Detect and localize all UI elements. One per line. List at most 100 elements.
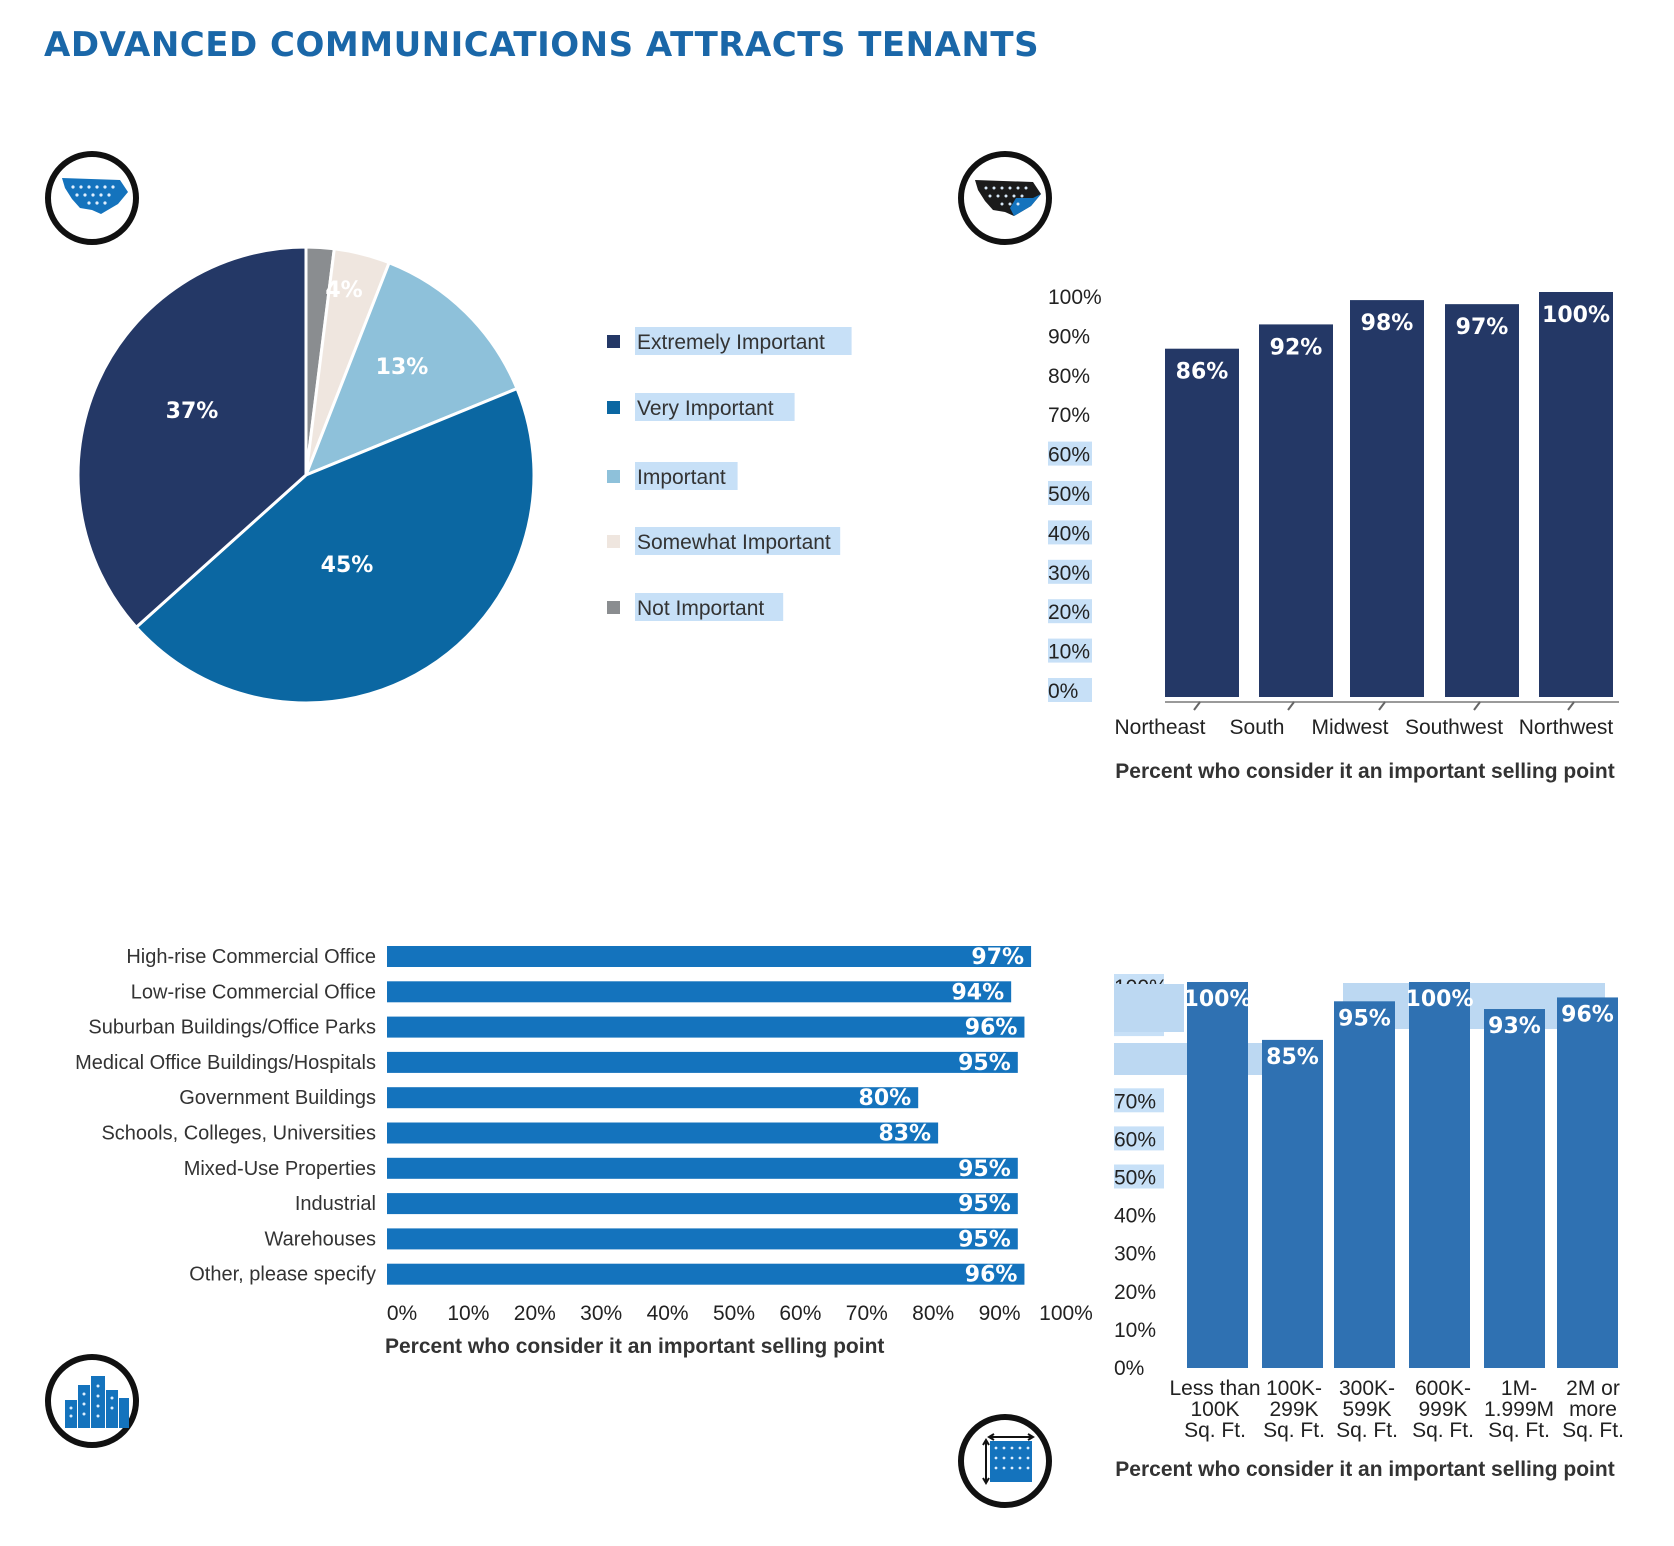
size-bar [1409, 982, 1470, 1368]
region-bars: 86% 92% 98% 97% 100% [1165, 292, 1613, 697]
size-x-label: 599K [1342, 1398, 1391, 1421]
region-value-label: 86% [1176, 360, 1229, 385]
legend-label: Somewhat Important [637, 531, 831, 554]
region-tick-highlight [1048, 520, 1092, 545]
region-y-axis: 100% 90% 80% 70% 60% 50% 40% 30% 20% 10% 0% [1048, 286, 1102, 703]
property-value-label: 95% [958, 1192, 1011, 1217]
property-value-label: 94% [951, 980, 1004, 1005]
property-bar [387, 1157, 1018, 1179]
size-bar [1334, 1001, 1395, 1368]
property-x-tick: 80% [912, 1302, 954, 1325]
size-x-label: 999K [1418, 1398, 1467, 1421]
pie-slices [76, 245, 536, 705]
region-bar [1165, 348, 1239, 697]
size-y-tick: 70% [1114, 1090, 1156, 1113]
region-axis-title: Percent who consider it an important sel… [1115, 760, 1614, 783]
property-x-tick: 50% [713, 1302, 755, 1325]
region-x-tick-mark [1287, 701, 1295, 711]
property-x-tick: 30% [580, 1302, 622, 1325]
property-bar [387, 1016, 1025, 1038]
pie-value-label: 37% [166, 399, 219, 424]
property-icon-group [45, 1354, 139, 1448]
region-tick-highlight [1048, 559, 1092, 584]
region-y-tick: 50% [1048, 483, 1090, 506]
size-y-tick: 50% [1114, 1167, 1156, 1190]
property-bars: High-rise Commercial Office 97% Low-rise C… [75, 945, 1032, 1288]
legend-swatch [607, 535, 620, 548]
region-y-tick: 0% [1048, 680, 1078, 703]
property-bar [387, 981, 1012, 1003]
property-x-tick: 40% [647, 1302, 689, 1325]
size-bar [1262, 1039, 1323, 1368]
legend-swatch [607, 335, 620, 348]
pie-slice-important [303, 260, 519, 478]
pie-slice-very-important [134, 386, 536, 705]
property-x-tick: 60% [779, 1302, 821, 1325]
property-bar [387, 1228, 1018, 1250]
region-value-label: 92% [1270, 335, 1323, 360]
size-x-label: Sq. Ft. [1263, 1419, 1325, 1442]
size-x-label: 2M or [1566, 1377, 1620, 1400]
property-x-tick: 100% [1039, 1302, 1093, 1325]
property-value-label: 83% [878, 1122, 931, 1147]
property-category-label: Warehouses [264, 1228, 376, 1250]
region-tick-highlight [1048, 481, 1092, 505]
property-category-label: Medical Office Buildings/Hospitals [75, 1052, 376, 1074]
region-icon-group [958, 151, 1052, 245]
legend-label: Important [637, 466, 726, 489]
region-y-tick: 90% [1048, 325, 1090, 348]
size-value-label: 100% [1406, 987, 1474, 1012]
size-bar [1484, 1009, 1545, 1368]
size-y-tick: 10% [1114, 1319, 1156, 1342]
region-tick-highlight [1048, 678, 1092, 702]
region-value-label: 100% [1542, 303, 1610, 328]
region-y-tick: 80% [1048, 365, 1090, 388]
size-x-label: 100K- [1266, 1377, 1322, 1400]
property-x-tick: 0% [387, 1302, 417, 1325]
size-bar-chart: 100%90%80%70%60%50%40%30%20%10%0% 100%85… [958, 974, 1624, 1508]
region-x-label: Northeast [1114, 716, 1205, 739]
size-y-tick: 0% [1114, 1357, 1144, 1380]
pie-slice-extremely-important [76, 245, 308, 630]
property-x-tick: 90% [979, 1302, 1021, 1325]
region-x-label: Midwest [1311, 716, 1388, 739]
legend-label: Extremely Important [637, 331, 825, 354]
region-x-tick-mark [1378, 701, 1386, 711]
region-bar [1259, 324, 1333, 697]
size-tick-highlight [1114, 1164, 1164, 1189]
size-value-label: 93% [1488, 1014, 1541, 1039]
region-bar [1445, 304, 1519, 697]
region-x-label: Southwest [1405, 716, 1503, 739]
property-bar-chart: High-rise Commercial Office 97% Low-rise C… [45, 945, 1093, 1448]
legend-label: Very Important [637, 397, 774, 420]
size-value-label: 100% [1184, 987, 1252, 1012]
size-bar [1557, 997, 1618, 1368]
size-bar [1187, 982, 1248, 1368]
property-bar [387, 1087, 919, 1109]
region-x-axis: Northeast South Midwest Southwest Northwest [1114, 701, 1619, 739]
pie-chart: 37% 45% 13% 4% 2% Extremely Important Very Im… [45, 151, 852, 705]
property-category-label: Mixed-Use Properties [184, 1158, 376, 1180]
size-y-tick: 30% [1114, 1243, 1156, 1266]
region-bar [1539, 292, 1613, 697]
region-x-label: South [1230, 716, 1285, 739]
property-bar [387, 1051, 1018, 1073]
property-category-label: Other, please specify [189, 1264, 376, 1286]
property-category-label: High-rise Commercial Office [126, 946, 376, 968]
legend-highlight [635, 393, 795, 421]
property-x-tick: 20% [514, 1302, 556, 1325]
size-axis-title: Percent who consider it an important sel… [1115, 1458, 1614, 1481]
region-bar [1350, 300, 1424, 697]
property-x-tick: 70% [846, 1302, 888, 1325]
property-category-label: Industrial [295, 1193, 376, 1215]
size-y-tick: 20% [1114, 1281, 1156, 1304]
pie-value-label: 45% [321, 553, 374, 578]
page-title: ADVANCED COMMUNICATIONS ATTRACTS TENANTS [44, 25, 1039, 65]
legend-highlight [635, 462, 738, 490]
property-bar [387, 1263, 1025, 1285]
pie-labels: 37% 45% 13% 4% 2% [166, 201, 429, 578]
property-bar [387, 946, 1032, 967]
